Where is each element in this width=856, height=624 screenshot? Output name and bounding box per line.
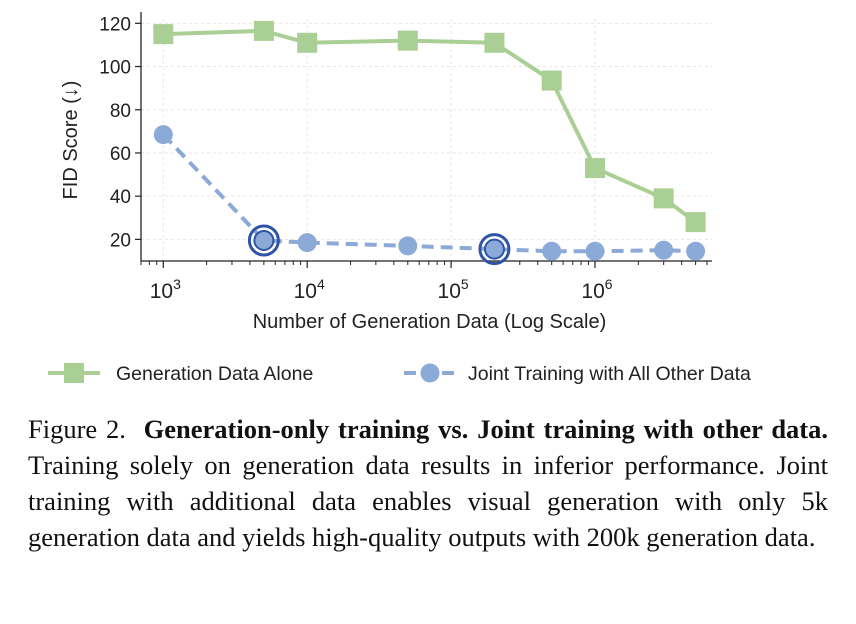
highlight-ring: [478, 233, 511, 266]
data-point-circle: [585, 241, 605, 261]
data-point-circle: [297, 233, 317, 253]
caption-label: Figure 2.: [28, 414, 126, 444]
x-tick-label: 103: [150, 276, 181, 303]
fid-chart: 20 40 60 80 100 120 103 104 105 106 Number of Gene…: [48, 12, 751, 385]
data-point-circle: [254, 230, 274, 250]
y-tick-label: 60: [110, 144, 131, 165]
data-point-square: [153, 24, 174, 45]
highlight-inner-ring: [483, 238, 505, 260]
data-point-circle: [542, 241, 562, 261]
data-point-square: [253, 20, 274, 41]
data-point-circle: [686, 241, 706, 261]
x-tick-label: 104: [294, 276, 325, 303]
data-point-square: [585, 158, 606, 179]
legend-marker-square: [64, 363, 84, 383]
y-tick-label: 120: [99, 14, 131, 35]
data-point-circle: [484, 239, 504, 259]
x-tick-label: 105: [438, 276, 469, 303]
y-tick-label: 80: [110, 101, 131, 122]
caption-text: Training solely on generation data resul…: [28, 450, 828, 552]
y-tick-label: 40: [110, 187, 131, 208]
x-tick-label: 106: [581, 276, 612, 303]
legend-label-1: Joint Training with All Other Data: [468, 363, 751, 385]
series-line-1: [161, 133, 696, 254]
y-tick-label: 100: [99, 58, 131, 79]
legend-marker-circle: [420, 363, 440, 383]
highlight-ring: [247, 224, 280, 257]
highlight-inner-ring: [253, 229, 275, 251]
y-axis-label: FID Score (↓): [60, 81, 82, 200]
data-point-square: [484, 32, 505, 53]
caption-bold-text: Generation-only training vs. Joint train…: [143, 414, 829, 444]
data-point-square: [685, 212, 706, 233]
data-point-square: [541, 70, 562, 91]
data-point-square: [397, 30, 418, 51]
legend-label-0: Generation Data Alone: [116, 363, 313, 385]
y-tick-label: 20: [110, 230, 131, 251]
data-point-square: [297, 32, 318, 53]
series-line-0: [163, 28, 697, 224]
data-point-circle: [153, 125, 173, 145]
figure-caption: Figure 2. Generation-only training vs. J…: [28, 411, 828, 555]
x-axis-label: Number of Generation Data (Log Scale): [253, 311, 607, 333]
data-point-circle: [654, 240, 674, 260]
data-point-circle: [398, 236, 418, 256]
data-point-square: [653, 188, 674, 209]
